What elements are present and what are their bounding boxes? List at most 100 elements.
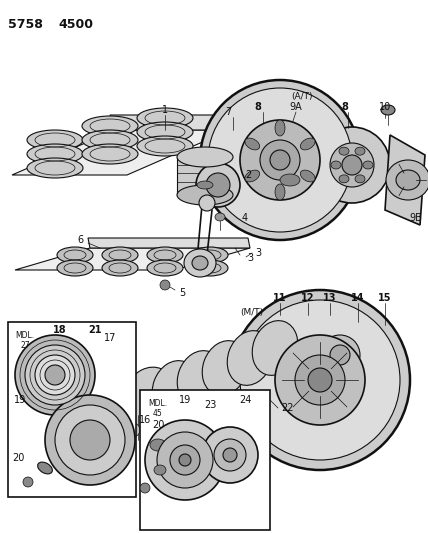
Text: 5758: 5758 (8, 18, 43, 31)
Ellipse shape (208, 88, 352, 232)
Ellipse shape (137, 136, 193, 156)
Ellipse shape (196, 163, 240, 207)
Ellipse shape (245, 170, 260, 182)
Text: 4500: 4500 (58, 18, 93, 31)
Text: MDL.: MDL. (15, 330, 35, 340)
Ellipse shape (145, 420, 225, 500)
Ellipse shape (363, 161, 373, 169)
Ellipse shape (202, 341, 248, 395)
Ellipse shape (147, 247, 183, 263)
Ellipse shape (330, 345, 350, 365)
Ellipse shape (331, 161, 341, 169)
Text: 9A: 9A (290, 102, 302, 112)
Ellipse shape (381, 105, 395, 115)
Ellipse shape (160, 280, 170, 290)
Polygon shape (88, 238, 250, 248)
Ellipse shape (192, 260, 228, 276)
Ellipse shape (179, 454, 191, 466)
Text: 3: 3 (247, 253, 253, 263)
Ellipse shape (57, 260, 93, 276)
Text: 18: 18 (53, 325, 67, 335)
Ellipse shape (200, 80, 360, 240)
Ellipse shape (192, 247, 228, 263)
Ellipse shape (170, 445, 200, 475)
Ellipse shape (197, 181, 213, 189)
Ellipse shape (275, 335, 365, 425)
Text: 8: 8 (342, 102, 348, 112)
Ellipse shape (27, 144, 83, 164)
Ellipse shape (23, 477, 33, 487)
Ellipse shape (122, 367, 174, 429)
Ellipse shape (252, 321, 298, 375)
Ellipse shape (177, 351, 223, 406)
Ellipse shape (396, 170, 420, 190)
Ellipse shape (192, 256, 208, 270)
Ellipse shape (102, 247, 138, 263)
Text: 14: 14 (351, 293, 365, 303)
Polygon shape (12, 130, 230, 175)
Polygon shape (177, 157, 233, 195)
Polygon shape (15, 248, 250, 270)
Ellipse shape (184, 249, 216, 277)
Text: 24: 24 (239, 395, 251, 405)
Ellipse shape (147, 260, 183, 276)
Ellipse shape (240, 120, 320, 200)
Ellipse shape (55, 405, 125, 475)
Ellipse shape (202, 427, 258, 483)
Text: 20: 20 (152, 420, 164, 430)
Ellipse shape (223, 448, 237, 462)
Text: MDL.: MDL. (149, 399, 168, 408)
Ellipse shape (275, 184, 285, 200)
Ellipse shape (227, 330, 273, 385)
Ellipse shape (25, 345, 85, 405)
Ellipse shape (57, 247, 93, 263)
Polygon shape (385, 135, 425, 225)
Polygon shape (110, 115, 230, 130)
Ellipse shape (15, 335, 95, 415)
Ellipse shape (245, 138, 260, 150)
Ellipse shape (339, 175, 349, 183)
Ellipse shape (177, 147, 233, 167)
Ellipse shape (82, 130, 138, 150)
Text: 23: 23 (204, 400, 216, 410)
Ellipse shape (82, 116, 138, 136)
Text: 21: 21 (88, 325, 102, 335)
Ellipse shape (240, 300, 400, 460)
Text: 19: 19 (14, 395, 26, 405)
Text: 7: 7 (225, 107, 231, 117)
Ellipse shape (270, 150, 290, 170)
Text: 19: 19 (179, 395, 191, 405)
Ellipse shape (330, 143, 374, 187)
Ellipse shape (150, 439, 166, 451)
Text: 1: 1 (162, 105, 168, 115)
Text: 20: 20 (12, 453, 24, 463)
Ellipse shape (154, 465, 166, 475)
Ellipse shape (386, 160, 428, 200)
Ellipse shape (82, 144, 138, 164)
Text: (M/T): (M/T) (241, 309, 264, 318)
Ellipse shape (295, 355, 345, 405)
Text: 13: 13 (323, 293, 337, 303)
Ellipse shape (45, 365, 65, 385)
Text: 10: 10 (379, 102, 391, 112)
Ellipse shape (314, 127, 390, 203)
Ellipse shape (35, 355, 75, 395)
Ellipse shape (280, 174, 300, 186)
Text: 9B: 9B (410, 213, 422, 223)
Ellipse shape (308, 368, 332, 392)
Text: 11: 11 (273, 293, 287, 303)
Ellipse shape (342, 155, 362, 175)
Ellipse shape (275, 120, 285, 136)
Text: 8: 8 (255, 102, 262, 112)
Ellipse shape (199, 195, 215, 211)
Ellipse shape (140, 483, 150, 493)
Ellipse shape (300, 138, 315, 150)
Ellipse shape (215, 213, 225, 221)
Text: 45: 45 (153, 408, 163, 417)
Ellipse shape (157, 432, 213, 488)
Ellipse shape (206, 173, 230, 197)
Ellipse shape (260, 140, 300, 180)
Ellipse shape (45, 395, 135, 485)
Ellipse shape (120, 422, 140, 438)
Ellipse shape (214, 439, 246, 471)
